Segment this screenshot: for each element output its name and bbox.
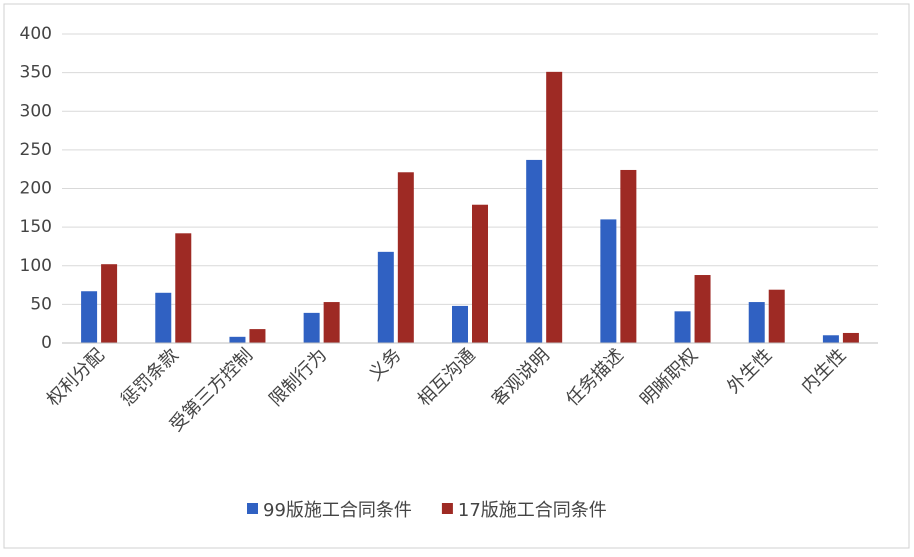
- chart-border: [3, 3, 910, 549]
- bar: [600, 219, 617, 343]
- legend-swatch: [441, 503, 453, 514]
- bar: [101, 264, 118, 343]
- bar: [452, 305, 468, 343]
- legend-label: 99版施工合同条件: [263, 500, 412, 521]
- y-tick-label: 50: [30, 294, 52, 314]
- bar: [768, 289, 785, 343]
- bar: [748, 302, 765, 343]
- bar: [155, 292, 172, 343]
- bar: [303, 312, 320, 343]
- bar: [694, 275, 711, 343]
- bar: [377, 251, 394, 343]
- bar: [229, 336, 246, 343]
- bar: [526, 159, 543, 343]
- y-tick-label: 250: [20, 140, 52, 160]
- y-tick-label: 100: [20, 256, 52, 276]
- bar: [249, 329, 266, 343]
- bar: [472, 204, 488, 343]
- bar: [323, 302, 340, 343]
- bar: [81, 291, 98, 343]
- legend-label: 17版施工合同条件: [458, 500, 607, 521]
- bar: [546, 71, 563, 343]
- bar: [674, 311, 691, 343]
- bar: [175, 233, 192, 343]
- bar: [842, 332, 859, 343]
- bar: [822, 335, 839, 343]
- legend-swatch: [247, 503, 258, 514]
- y-tick-label: 150: [20, 217, 52, 237]
- y-tick-label: 350: [20, 63, 52, 83]
- y-tick-label: 300: [20, 101, 52, 121]
- bar: [397, 172, 414, 343]
- y-tick-label: 0: [41, 333, 52, 353]
- y-tick-label: 400: [20, 24, 52, 44]
- y-tick-label: 200: [20, 179, 52, 199]
- bar: [620, 169, 637, 343]
